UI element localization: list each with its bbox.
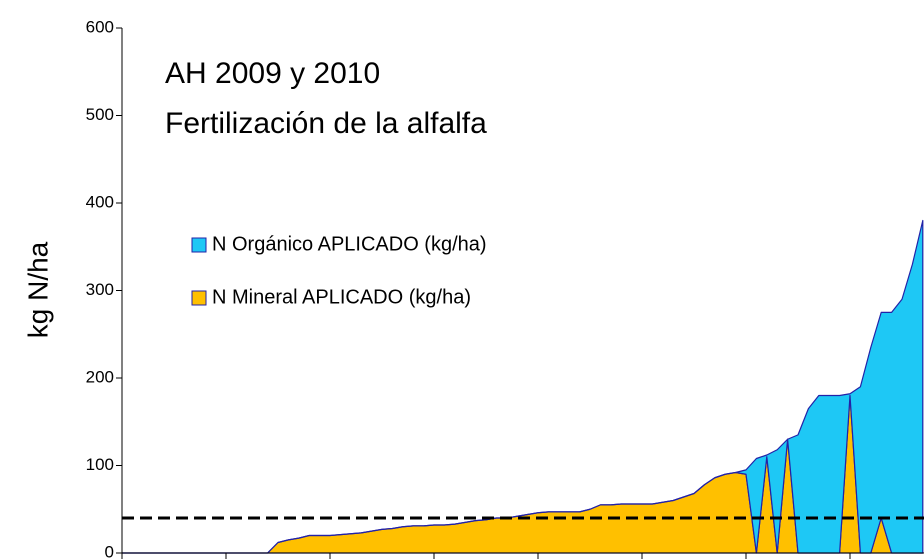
legend-swatch bbox=[191, 237, 207, 253]
chart-title: Fertilización de la alfalfa bbox=[165, 107, 487, 140]
area bbox=[121, 219, 924, 554]
y-tick-label: 300 bbox=[86, 280, 114, 299]
legend-label: N Orgánico APLICADO (kg/ha) bbox=[212, 233, 487, 255]
y-tick-label: 0 bbox=[105, 542, 114, 560]
y-tick-label: 600 bbox=[86, 17, 114, 36]
legend-swatch bbox=[191, 290, 207, 306]
y-tick-label: 100 bbox=[86, 455, 114, 474]
y-tick-label: 500 bbox=[86, 105, 114, 124]
y-tick-label: 400 bbox=[86, 192, 114, 211]
y-tick-label: 200 bbox=[86, 367, 114, 386]
legend-label: N Mineral APLICADO (kg/ha) bbox=[212, 286, 471, 308]
y-axis-label: kg N/ha bbox=[22, 241, 53, 338]
chart-title: AH 2009 y 2010 bbox=[165, 57, 380, 90]
